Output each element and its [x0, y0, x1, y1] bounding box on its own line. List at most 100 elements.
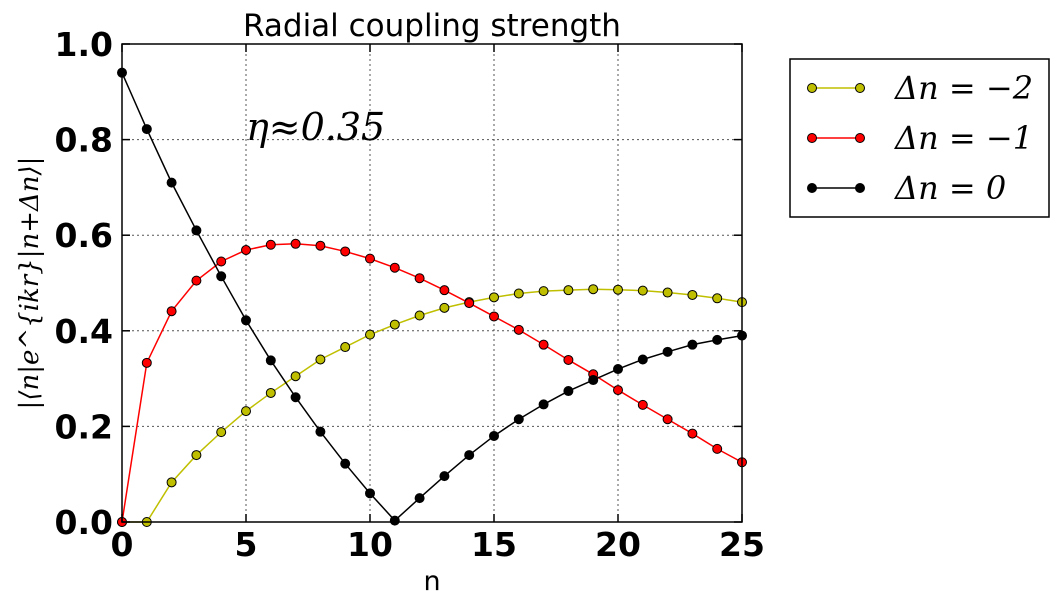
series-2-point	[389, 515, 400, 526]
series-0-point	[340, 342, 351, 353]
x-tick-label: 25	[719, 525, 765, 564]
x-tick-label: 20	[595, 525, 641, 564]
series-2-point	[414, 493, 425, 504]
series-layer	[117, 67, 747, 527]
series-2-point	[489, 430, 499, 441]
series-1-point	[613, 385, 623, 396]
x-tick-label: 5	[235, 525, 258, 564]
series-2-point	[687, 339, 698, 350]
series-1-point	[315, 240, 326, 251]
series-0-point	[513, 288, 524, 299]
y-tick-label: 0.8	[55, 121, 113, 160]
legend-marker	[807, 133, 817, 143]
y-axis-label: |⟨n|e^{ikr}|n+Δn⟩|	[15, 157, 45, 410]
series-1-point	[687, 428, 698, 439]
series-1-point	[340, 246, 351, 257]
legend-marker	[807, 183, 817, 193]
legend: Δn = −2 Δn = −1 Δn = 0	[789, 58, 1050, 218]
series-1-point	[712, 443, 723, 454]
grid	[122, 44, 742, 522]
legend-marker	[855, 83, 865, 93]
series-0-point	[241, 406, 251, 417]
series-1-point	[464, 298, 475, 309]
x-axis-label: n	[423, 566, 440, 597]
series-1-point	[241, 245, 251, 256]
series-0-point	[538, 286, 549, 297]
series-0-point	[216, 427, 227, 438]
series-1-point	[637, 399, 648, 410]
series-1-point	[513, 324, 524, 335]
series-2-point	[563, 386, 574, 397]
series-0-point	[439, 302, 450, 313]
series-0-point	[687, 289, 698, 300]
x-tick-label: 15	[471, 525, 517, 564]
series-0-point	[588, 284, 599, 295]
series-0-point	[389, 319, 400, 330]
legend-marker	[855, 133, 865, 143]
series-1-point	[141, 357, 152, 368]
series-2-point	[464, 450, 475, 461]
legend-label: Δn = −1	[893, 119, 1033, 157]
series-2-point	[241, 315, 251, 326]
series-1-point	[563, 354, 574, 365]
y-tick-label: 0.4	[55, 312, 113, 351]
eta-annotation: η≈0.35	[246, 105, 385, 149]
series-0-point	[613, 284, 623, 295]
series-0-point	[712, 293, 723, 304]
series-line-1	[121, 243, 743, 523]
series-1-point	[389, 262, 400, 273]
y-tick-label: 0.2	[55, 407, 113, 446]
series-2-point	[166, 177, 177, 188]
series-2-point	[439, 471, 450, 482]
plot-frame	[121, 43, 743, 523]
series-0-point	[315, 354, 326, 365]
series-2-point	[315, 426, 326, 437]
chart-title: Radial coupling strength	[243, 8, 621, 44]
series-0-point	[265, 387, 276, 398]
series-0-point	[191, 450, 202, 461]
series-2-point	[588, 375, 599, 386]
series-1-point	[414, 273, 425, 284]
series-1-point	[265, 239, 276, 250]
series-2-point	[191, 225, 202, 236]
series-1-point	[191, 275, 202, 286]
series-0-point	[637, 285, 648, 296]
legend-label: Δn = −2	[893, 69, 1033, 107]
series-0-point	[563, 285, 574, 296]
series-0-point	[290, 371, 301, 382]
series-2-point	[613, 364, 623, 375]
series-2-point	[141, 124, 152, 135]
legend-marker	[807, 83, 817, 93]
y-tick-label: 0.0	[55, 503, 113, 542]
series-0-point	[662, 287, 673, 298]
series-1-point	[166, 306, 177, 317]
series-1-point	[439, 285, 450, 296]
series-2-point	[712, 334, 723, 345]
y-tick-label: 1.0	[55, 25, 113, 64]
series-2-point	[365, 488, 375, 499]
x-tick-label: 0	[111, 525, 134, 564]
series-2-point	[265, 355, 276, 366]
legend-marker	[855, 183, 865, 193]
series-2-point	[662, 346, 673, 357]
y-tick-label: 0.6	[55, 216, 113, 255]
series-0-point	[365, 329, 375, 340]
series-2-point	[513, 414, 524, 425]
series-2-point	[216, 271, 227, 282]
series-1-point	[489, 311, 499, 322]
series-1-point	[662, 414, 673, 425]
legend-label: Δn = 0	[893, 169, 1006, 207]
series-1-point	[290, 238, 301, 249]
series-1-point	[538, 339, 549, 350]
series-2-point	[340, 458, 351, 469]
series-0-point	[414, 310, 425, 321]
axis-ticks: 0 5 10 15 20 25 0.0 0.2 0.4 0.6 0.8 1.0	[55, 25, 765, 564]
series-0-point	[489, 292, 499, 303]
series-1-point	[365, 253, 375, 264]
series-0-point	[166, 477, 177, 488]
series-2-point	[637, 354, 648, 365]
series-1-point	[216, 256, 227, 267]
series-2-point	[538, 399, 549, 410]
x-tick-label: 10	[347, 525, 393, 564]
